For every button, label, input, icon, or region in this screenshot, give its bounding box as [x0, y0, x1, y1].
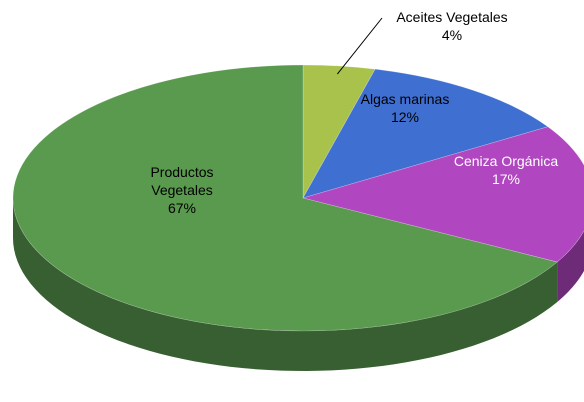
slice-side-ceniza-organica: [557, 230, 584, 303]
pie-labels: Aceites Vegetales 4% Algas marinas 12% Ceniz…: [150, 9, 558, 216]
slice-percent-algas-marinas: 12%: [391, 109, 419, 125]
slice-productos-vegetales[interactable]: [12, 64, 558, 332]
slice-percent-ceniza-organica: 17%: [492, 171, 520, 187]
pie-sides: [13, 198, 584, 371]
slice-label-productos-vegetales-2: Vegetales: [151, 182, 213, 198]
slice-label-algas-marinas: Algas marinas: [361, 91, 450, 107]
slice-algas-marinas[interactable]: [302, 68, 549, 199]
pie-tops: [12, 64, 584, 332]
slice-label-productos-vegetales-1: Productos: [150, 164, 213, 180]
slice-side-productos-vegetales: [13, 198, 558, 371]
leader-line-aceites-vegetales: [336, 17, 383, 75]
slice-label-aceites-vegetales: Aceites Vegetales: [396, 9, 507, 25]
slice-percent-aceites-vegetales: 4%: [442, 27, 462, 43]
slice-aceites-vegetales[interactable]: [302, 64, 376, 200]
slice-ceniza-organica[interactable]: [301, 126, 584, 263]
slice-label-ceniza-organica: Ceniza Orgánica: [454, 153, 558, 169]
slice-percent-productos-vegetales: 67%: [168, 200, 196, 216]
